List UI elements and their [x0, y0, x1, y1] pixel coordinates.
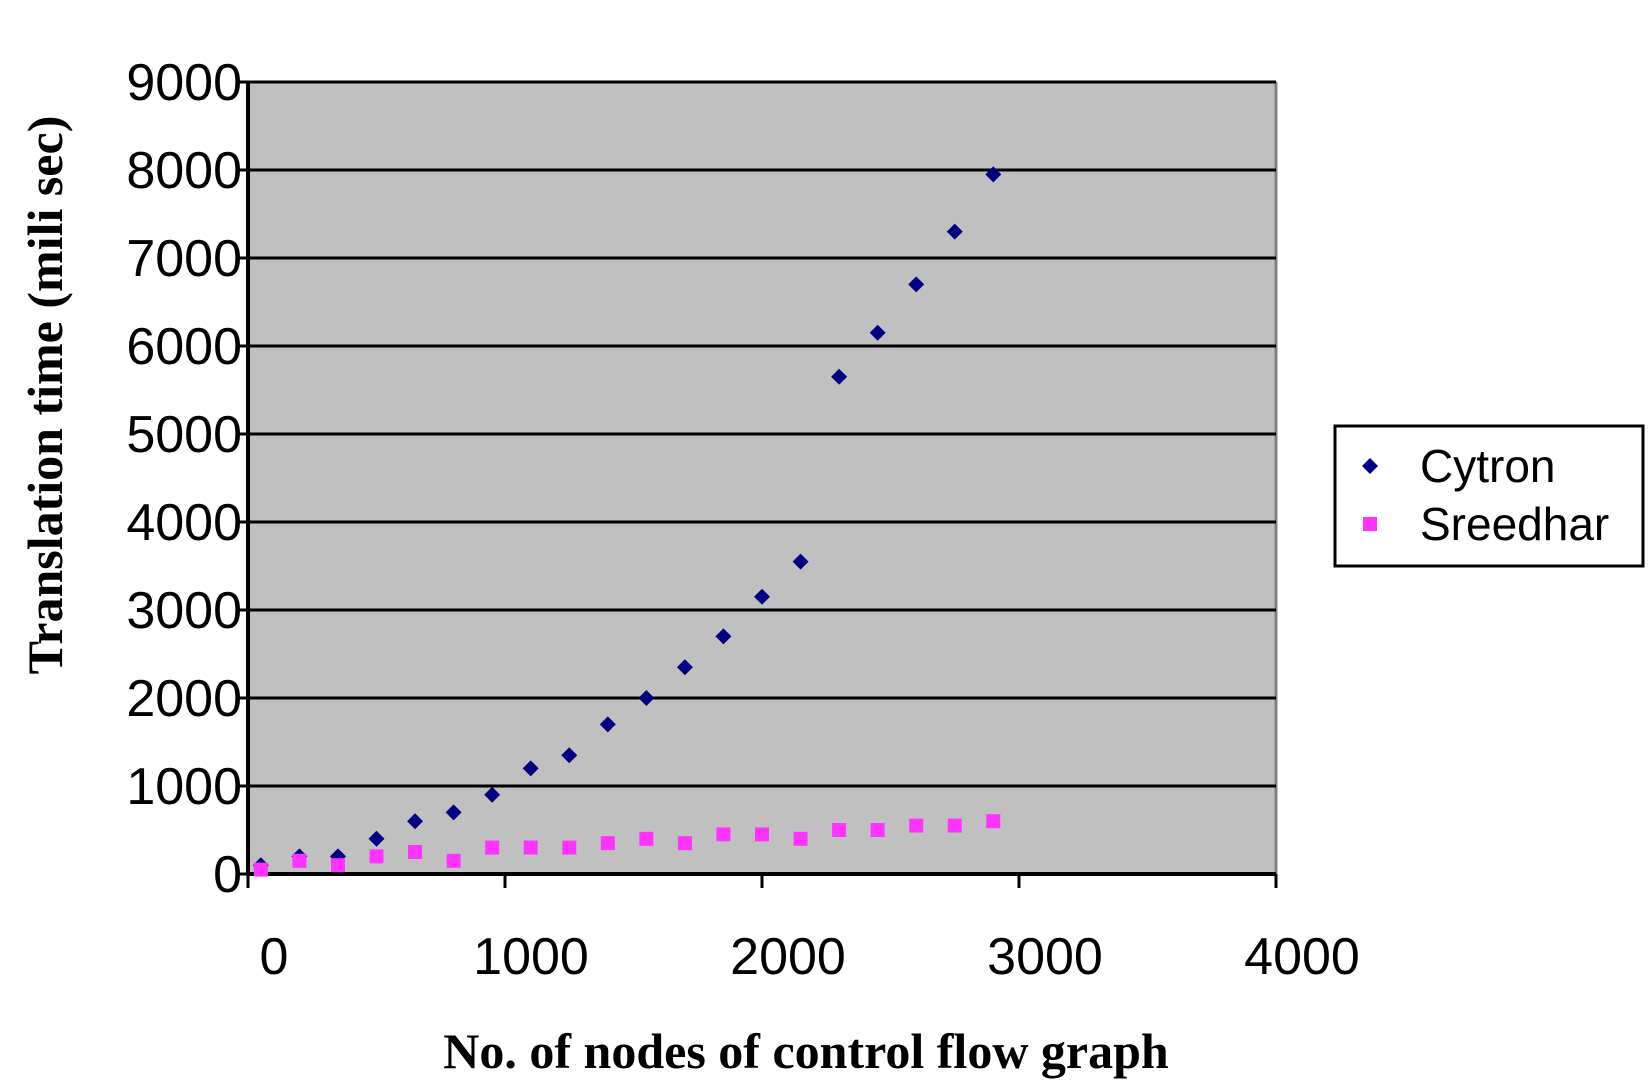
sreedhar-point [870, 823, 885, 837]
x-axis-title: No. of nodes of control flow graph [443, 1023, 1169, 1079]
sreedhar-point [755, 827, 769, 842]
x-tick-label: 0 [260, 928, 289, 986]
cytron-point [445, 804, 462, 821]
y-tick-label: 1000 [126, 758, 242, 816]
cytron-point [831, 368, 848, 385]
sreedhar-point [562, 840, 577, 855]
cytron-point [599, 716, 616, 733]
y-axis-title: Translation time (mili sec) [17, 116, 73, 675]
legend: Cytron Sreedhar [1333, 424, 1645, 568]
tick-labels: 0 1000 2000 3000 4000 5000 6000 7000 8000 9000 0 10… [126, 54, 1360, 986]
x-tick-label: 3000 [987, 928, 1103, 986]
cytron-point [522, 760, 539, 777]
y-tick-label: 5000 [126, 406, 242, 464]
cytron-point [638, 690, 655, 706]
y-tick-label: 3000 [126, 582, 242, 640]
cytron-point [676, 659, 693, 676]
y-tick-label: 6000 [126, 318, 242, 376]
sreedhar-point [292, 853, 307, 868]
y-tick-label: 9000 [126, 54, 242, 112]
sreedhar-point [600, 836, 615, 851]
x-tick-label: 2000 [730, 928, 846, 986]
sreedhar-point [639, 831, 654, 846]
legend-box [1333, 424, 1645, 568]
cytron-point [368, 830, 385, 847]
cytron-point [715, 628, 732, 645]
sreedhar-point [408, 845, 423, 859]
plot-area [236, 80, 1278, 888]
x-tick-label: 1000 [473, 928, 589, 986]
cytron-legend-label: Cytron [1420, 440, 1555, 492]
sreedhar-point [446, 853, 461, 868]
cytron-point [869, 324, 886, 341]
cytron-point [946, 223, 963, 240]
sreedhar-point [485, 840, 500, 855]
sreedhar-point [716, 827, 731, 842]
sreedhar-point [330, 858, 345, 873]
cytron-legend-marker [1362, 458, 1378, 474]
y-tick-label: 0 [213, 846, 242, 904]
sreedhar-point [793, 831, 808, 846]
y-tick-label: 2000 [126, 670, 242, 728]
data-points [252, 166, 1002, 877]
sreedhar-point [523, 840, 538, 855]
plot-background [248, 82, 1276, 874]
sreedhar-legend-marker [1363, 517, 1377, 531]
sreedhar-point [947, 818, 962, 833]
sreedhar-point [986, 814, 1001, 829]
sreedhar-legend-label: Sreedhar [1420, 498, 1609, 550]
cytron-point [407, 813, 424, 830]
y-tick-label: 4000 [126, 494, 242, 552]
sreedhar-point [677, 836, 692, 851]
cytron-point [561, 747, 578, 764]
sreedhar-point [369, 849, 384, 864]
x-tick-label: 4000 [1244, 928, 1360, 986]
cytron-point [754, 588, 770, 605]
y-tick-label: 7000 [126, 230, 242, 288]
cytron-point [908, 276, 925, 293]
sreedhar-point [909, 818, 924, 833]
sreedhar-point [832, 823, 847, 837]
sreedhar-point [253, 862, 268, 877]
cytron-point [792, 553, 809, 570]
cytron-point [985, 166, 1002, 183]
cytron-point [484, 786, 501, 803]
y-tick-label: 8000 [126, 142, 242, 200]
